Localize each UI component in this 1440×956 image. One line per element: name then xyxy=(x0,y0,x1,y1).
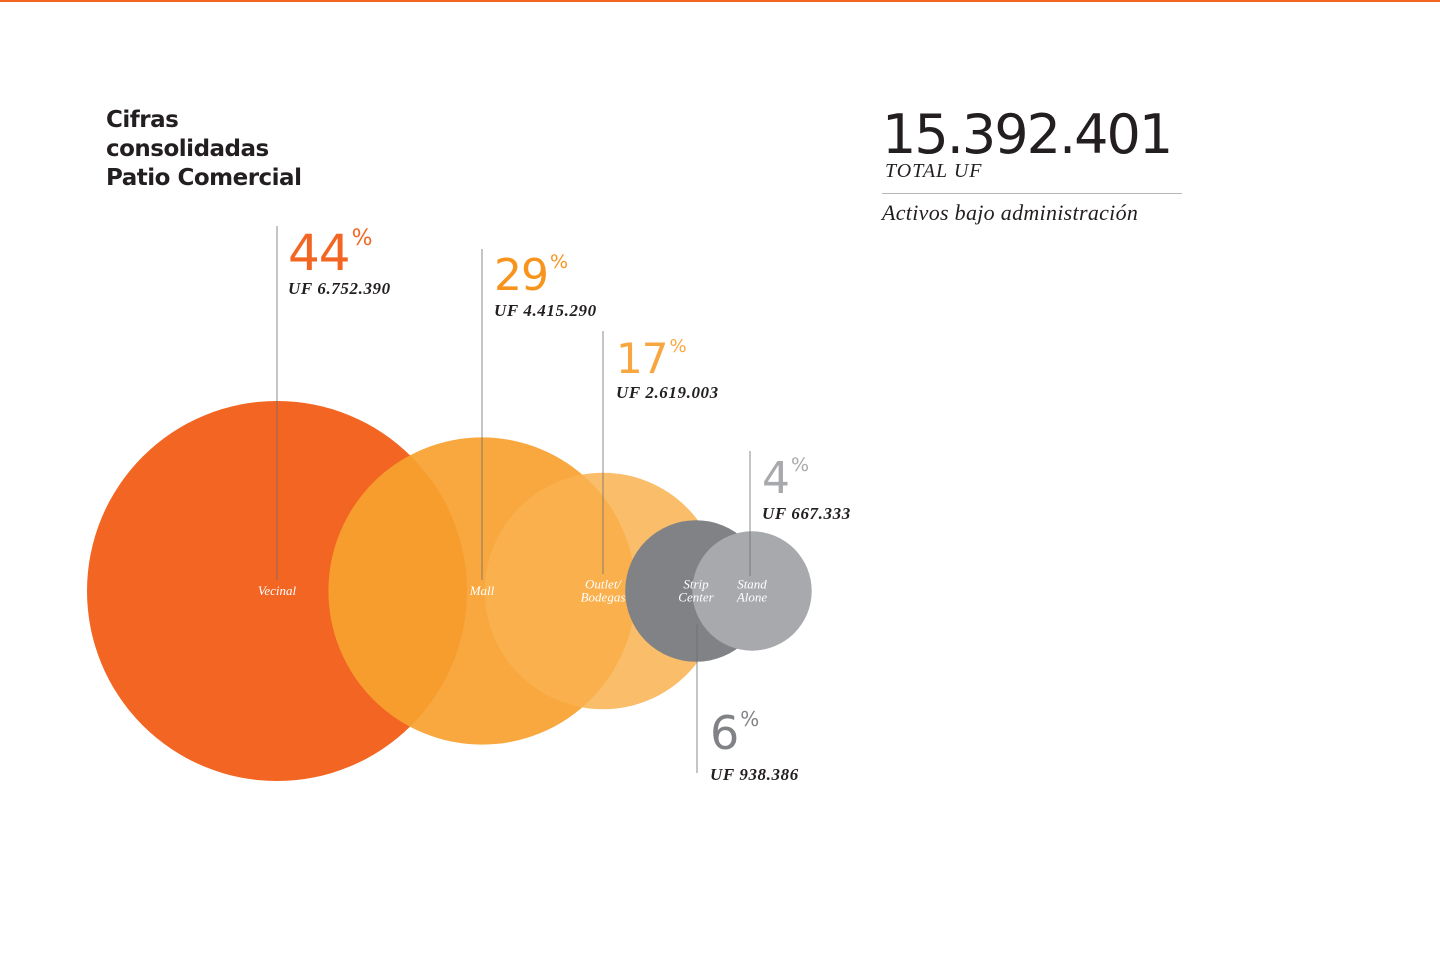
top-accent-rule xyxy=(0,0,1440,2)
bubble-stand-alone xyxy=(692,531,812,651)
percent-symbol-strip-center: % xyxy=(740,707,759,731)
percent-value-stand-alone: 4 xyxy=(762,453,789,504)
percent-symbol-vecinal: % xyxy=(352,226,373,251)
percent-value-mall: 29 xyxy=(494,250,548,301)
percent-value-vecinal: 44 xyxy=(288,224,350,282)
bubble-label-mall-line-1: Mall xyxy=(469,583,495,598)
total-unit-label: TOTAL UF xyxy=(885,160,983,182)
bubble-label-strip-center-line-1: Strip xyxy=(683,577,709,592)
total-summary: 15.392.401 TOTAL UF Activos bajo adminis… xyxy=(882,104,1182,226)
bubble-label-stand-alone-line-1: Stand xyxy=(737,577,767,592)
amount-value-strip-center: UF 938.386 xyxy=(710,765,799,784)
heading-line-3: Patio Comercial xyxy=(106,165,302,191)
amount-value-vecinal: UF 6.752.390 xyxy=(288,279,391,298)
percent-value-outlet-bodegas: 17 xyxy=(616,334,667,383)
heading-line-1: Cifras xyxy=(106,107,179,133)
amount-value-outlet-bodegas: UF 2.619.003 xyxy=(616,383,719,402)
bubble-label-outlet-bodegas-line-2: Bodegas xyxy=(581,590,626,605)
bubble-label-outlet-bodegas-line-1: Outlet/ xyxy=(585,577,622,592)
heading-line-2: consolidadas xyxy=(106,136,269,162)
total-divider xyxy=(882,193,1182,194)
percent-symbol-stand-alone: % xyxy=(791,454,809,476)
chart-heading: Cifras consolidadas Patio Comercial xyxy=(106,106,386,193)
percent-symbol-mall: % xyxy=(550,251,568,273)
bubble-label-strip-center-line-2: Center xyxy=(678,590,714,605)
amount-value-stand-alone: UF 667.333 xyxy=(762,504,851,523)
amount-value-mall: UF 4.415.290 xyxy=(494,301,597,320)
percent-value-strip-center: 6 xyxy=(710,706,738,760)
percent-symbol-outlet-bodegas: % xyxy=(669,336,686,357)
bubble-label-vecinal-line-1: Vecinal xyxy=(258,583,297,598)
bubble-label-stand-alone-line-2: Alone xyxy=(736,590,768,605)
total-caption: Activos bajo administración xyxy=(882,200,1139,225)
total-value: 15.392.401 xyxy=(882,103,1173,166)
